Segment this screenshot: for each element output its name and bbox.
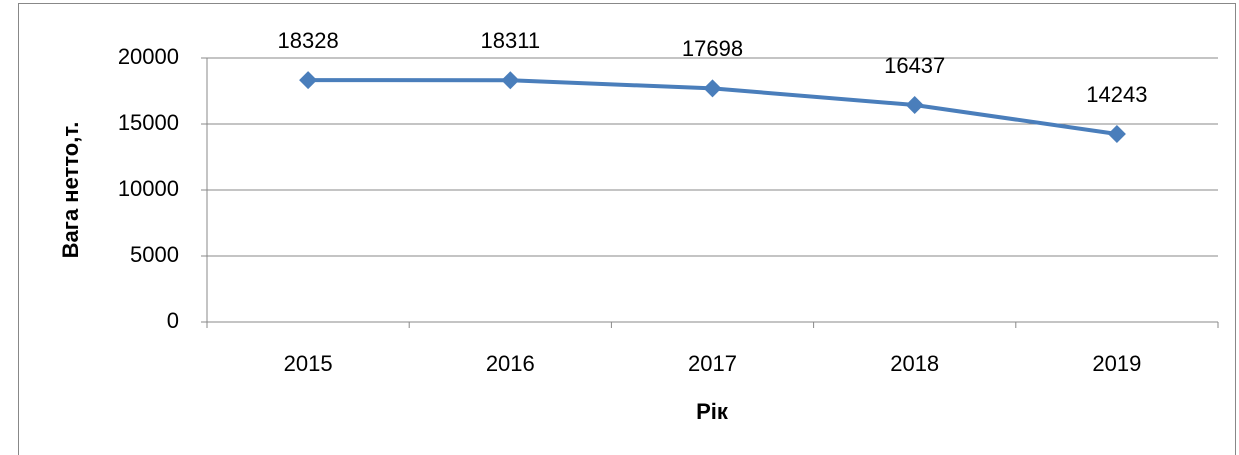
y-axis-title: Вага нетто,т. xyxy=(58,122,83,259)
x-axis-title: Рік xyxy=(696,399,729,424)
data-point xyxy=(905,96,924,115)
y-tick-label: 15000 xyxy=(118,110,179,135)
chart-frame xyxy=(18,3,1236,455)
data-label: 16437 xyxy=(884,53,945,78)
x-tick-label: 2016 xyxy=(486,351,535,376)
data-label: 17698 xyxy=(682,36,743,61)
x-tick-label: 2017 xyxy=(688,351,737,376)
y-tick-label: 10000 xyxy=(118,176,179,201)
data-point xyxy=(501,71,520,90)
x-tick-label: 2018 xyxy=(890,351,939,376)
y-tick-label: 20000 xyxy=(118,44,179,69)
data-point xyxy=(299,71,318,90)
x-tick-label: 2019 xyxy=(1092,351,1141,376)
data-point xyxy=(703,79,722,98)
y-tick-label: 0 xyxy=(167,308,179,333)
data-label: 18328 xyxy=(278,28,339,53)
data-label: 14243 xyxy=(1086,82,1147,107)
data-point xyxy=(1107,124,1126,143)
x-tick-label: 2015 xyxy=(284,351,333,376)
data-label: 18311 xyxy=(481,28,541,53)
y-tick-label: 5000 xyxy=(130,242,179,267)
